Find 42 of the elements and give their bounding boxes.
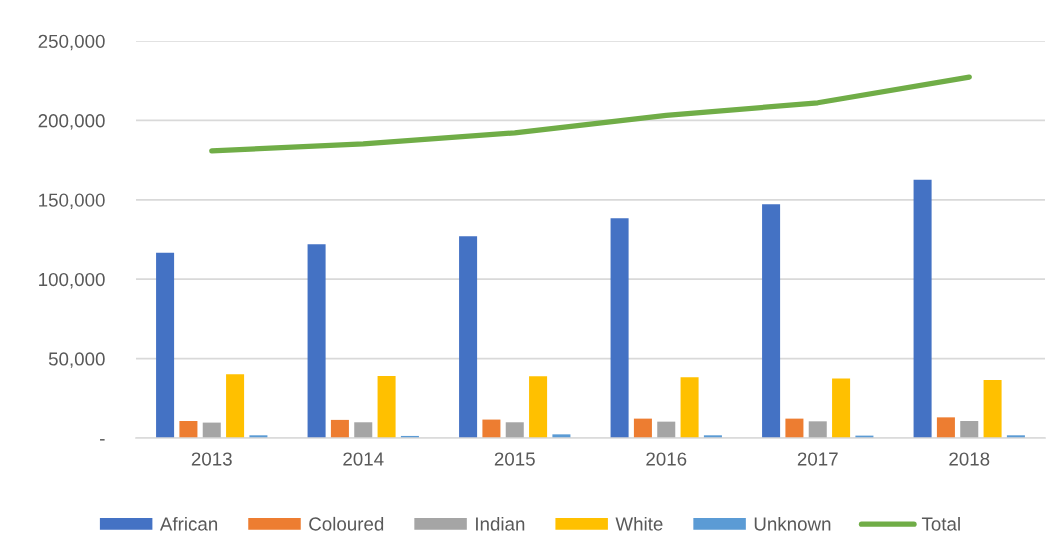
y-tick-label: 100,000	[39, 272, 105, 289]
bar	[226, 374, 245, 438]
bar	[482, 419, 501, 438]
bar	[610, 218, 629, 438]
x-tick-label: 2015	[494, 452, 535, 466]
x-tick-label: 2018	[949, 452, 990, 466]
bar	[505, 422, 524, 438]
bar	[633, 418, 652, 438]
legend-label: Coloured	[309, 516, 384, 531]
bar	[179, 421, 198, 438]
bar	[808, 421, 827, 438]
bar	[307, 244, 326, 438]
bar	[785, 418, 804, 438]
bar	[459, 236, 478, 438]
x-tick-label: 2017	[797, 452, 838, 466]
bar	[377, 375, 396, 438]
bar	[156, 252, 175, 438]
y-tick-label: -	[100, 439, 105, 441]
legend-label: Total	[921, 516, 960, 531]
bar	[913, 179, 932, 438]
bar	[832, 378, 851, 438]
bar	[529, 376, 548, 438]
x-tick-label: 2013	[191, 452, 232, 466]
bar	[680, 377, 699, 438]
x-tick-label: 2016	[646, 452, 687, 466]
y-tick-label: 50,000	[48, 352, 105, 368]
y-tick-label: 250,000	[38, 34, 105, 51]
legend-label: Indian	[476, 516, 525, 531]
bar	[762, 204, 781, 438]
bar	[330, 419, 349, 438]
legend-label: Unknown	[754, 516, 831, 531]
bar	[354, 422, 373, 438]
bar	[983, 379, 1002, 438]
x-tick-label: 2014	[343, 452, 384, 466]
bar	[936, 417, 955, 438]
bar	[202, 422, 221, 438]
bar	[960, 421, 979, 438]
legend-label: African	[159, 516, 218, 531]
y-tick-label: 150,000	[39, 193, 105, 209]
legend-label: White	[615, 516, 663, 531]
bar	[657, 421, 676, 438]
y-tick-label: 200,000	[38, 114, 105, 130]
